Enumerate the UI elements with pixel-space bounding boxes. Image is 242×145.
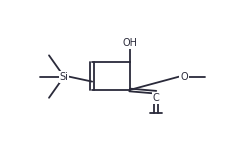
Text: Si: Si xyxy=(60,72,68,82)
Text: OH: OH xyxy=(122,38,137,48)
Text: O: O xyxy=(180,72,188,82)
Text: C: C xyxy=(152,93,159,103)
